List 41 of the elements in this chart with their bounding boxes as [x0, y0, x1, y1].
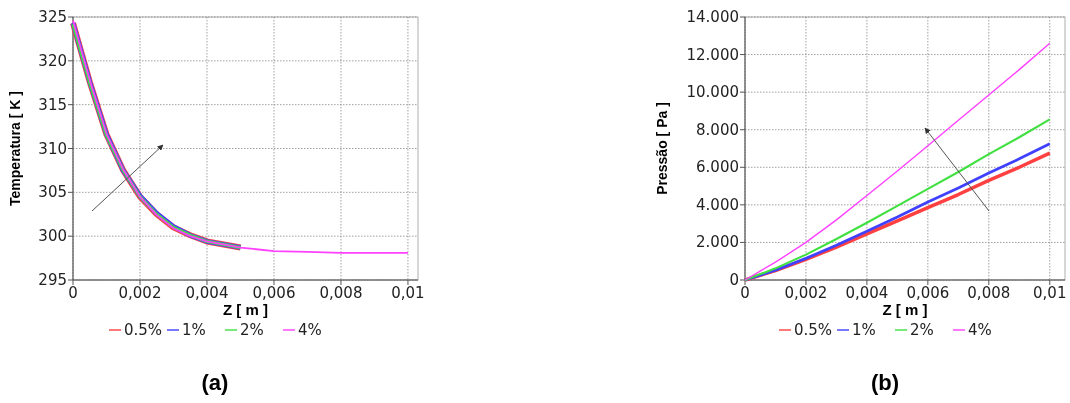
legend-label: 0.5% — [794, 321, 833, 339]
y-tick-label: 4.000 — [696, 195, 739, 214]
y-tick-label: 14.000 — [686, 8, 739, 26]
text: (a) — [201, 370, 229, 395]
y-tick-label: 325 — [38, 8, 67, 26]
y-tick-label: 2.000 — [696, 233, 739, 252]
y-tick-label: 6.000 — [696, 158, 739, 177]
x-tick-label: 0,008 — [967, 284, 1011, 302]
y-tick-label: 315 — [38, 95, 67, 114]
legend-label: 4% — [298, 321, 322, 339]
y-tick-label: 295 — [38, 271, 67, 289]
x-tick-label: 0,008 — [319, 284, 363, 302]
y-tick-label: 0 — [729, 271, 739, 289]
text: (b) — [870, 370, 900, 395]
x-axis-title: Z [ m ] — [223, 301, 268, 318]
legend-label: 1% — [852, 321, 876, 339]
y-tick-label: 305 — [38, 183, 67, 202]
legend-label: 0.5% — [124, 321, 163, 339]
x-axis-title: Z [ m ] — [882, 301, 928, 318]
legend-label: 2% — [240, 321, 264, 339]
x-tick-label: 0,002 — [118, 284, 162, 302]
x-tick-label: 0,006 — [252, 284, 296, 302]
y-tick-label: 8.000 — [696, 120, 739, 139]
y-tick-label: 12.000 — [686, 45, 739, 64]
x-tick-label: 0,006 — [906, 284, 950, 302]
x-tick-label: 0,01 — [1033, 284, 1067, 302]
legend-label: 1% — [182, 321, 206, 339]
x-tick-label: 0,01 — [391, 284, 425, 302]
legend-label: 2% — [910, 321, 934, 339]
y-tick-label: 310 — [38, 139, 67, 158]
y-axis-title: Temperatura [ K ] — [7, 91, 23, 206]
y-tick-label: 300 — [38, 227, 67, 246]
y-tick-label: 320 — [38, 51, 67, 70]
x-tick-label: 0 — [68, 284, 78, 302]
y-axis-title: Pressão [ Pa ] — [654, 102, 670, 195]
legend-label: 4% — [968, 321, 992, 339]
x-tick-label: 0,004 — [185, 284, 229, 302]
x-tick-label: 0 — [740, 284, 750, 302]
x-tick-label: 0,002 — [784, 284, 828, 302]
y-tick-label: 10.000 — [686, 83, 739, 102]
x-tick-label: 0,004 — [845, 284, 889, 302]
